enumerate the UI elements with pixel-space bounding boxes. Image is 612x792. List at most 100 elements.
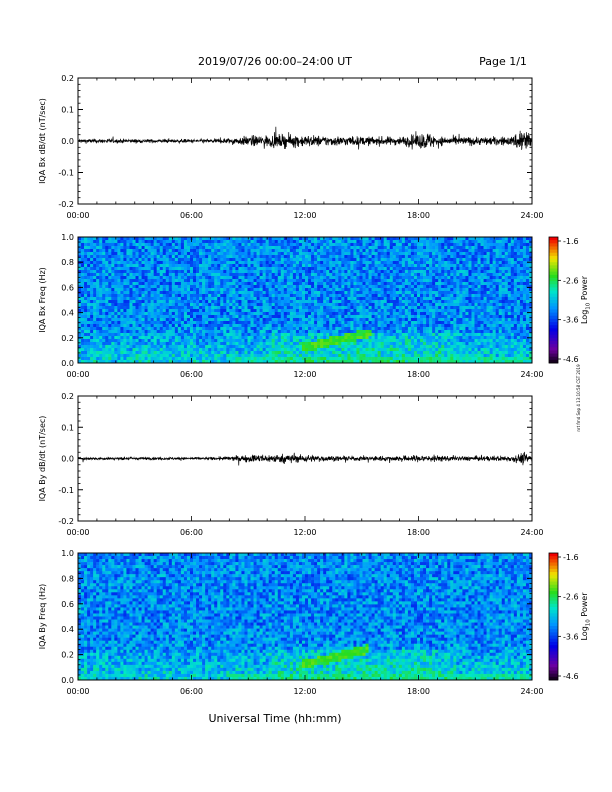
heatmap-cell <box>347 258 351 262</box>
heatmap-cell <box>259 246 263 250</box>
heatmap-cell <box>232 303 236 307</box>
heatmap-cell <box>271 306 276 310</box>
heatmap-cell <box>501 324 506 328</box>
heatmap-cell <box>432 306 436 310</box>
heatmap-cell <box>114 297 118 301</box>
heatmap-cell <box>462 261 466 265</box>
heatmap-cell <box>456 321 460 325</box>
heatmap-cell <box>374 312 378 316</box>
heatmap-cell <box>323 264 327 268</box>
heatmap-cell <box>308 297 312 301</box>
heatmap-cell <box>344 330 348 334</box>
heatmap-cell <box>217 291 221 295</box>
heatmap-cell <box>341 306 345 310</box>
heatmap-cell <box>350 264 354 268</box>
heatmap-cell <box>510 324 515 328</box>
heatmap-cell <box>238 237 242 241</box>
heatmap-cell <box>444 267 448 271</box>
heatmap-cell <box>105 249 109 253</box>
heatmap-cell <box>504 258 509 262</box>
heatmap-cell <box>450 264 454 268</box>
heatmap-cell <box>174 249 179 253</box>
heatmap-cell <box>528 285 533 289</box>
heatmap-cell <box>226 276 230 280</box>
heatmap-cell <box>435 249 439 253</box>
heatmap-cell <box>371 306 375 310</box>
heatmap-cell <box>420 267 424 271</box>
heatmap-cell <box>129 240 133 244</box>
heatmap-cell <box>286 318 291 322</box>
heatmap-cell <box>456 312 460 316</box>
heatmap-cell <box>528 270 533 274</box>
heatmap-cell <box>459 261 463 265</box>
heatmap-cell <box>519 285 524 289</box>
heatmap-cell <box>274 237 279 241</box>
heatmap-cell <box>208 267 212 271</box>
heatmap-cell <box>374 303 378 307</box>
heatmap-cell <box>295 279 300 283</box>
heatmap-cell <box>311 330 315 334</box>
heatmap-cell <box>244 309 248 313</box>
heatmap-cell <box>262 288 266 292</box>
heatmap-cell <box>480 288 484 292</box>
heatmap-cell <box>159 297 164 301</box>
heatmap-cell <box>171 318 176 322</box>
heatmap-cell <box>256 288 260 292</box>
heatmap-cell <box>87 288 91 292</box>
heatmap-cell <box>202 276 206 280</box>
heatmap-cell <box>329 294 333 298</box>
heatmap-cell <box>498 315 503 319</box>
heatmap-cell <box>347 249 351 253</box>
heatmap-cell <box>410 297 415 301</box>
heatmap-cell <box>444 324 448 328</box>
heatmap-cell <box>438 252 442 256</box>
heatmap-cell <box>132 333 136 337</box>
heatmap-cell <box>283 297 288 301</box>
heatmap-cell <box>162 279 167 283</box>
heatmap-cell <box>519 273 524 277</box>
heatmap-cell <box>277 309 282 313</box>
heatmap-cell <box>84 237 88 241</box>
heatmap-cell <box>444 261 448 265</box>
page-indicator: Page 1/1 <box>479 55 527 68</box>
heatmap-cell <box>177 324 182 328</box>
heatmap-cell <box>462 264 466 268</box>
heatmap-cell <box>90 294 94 298</box>
heatmap-cell <box>516 276 521 280</box>
heatmap-cell <box>247 264 251 268</box>
heatmap-cell <box>332 321 336 325</box>
heatmap-cell <box>90 252 94 256</box>
heatmap-cell <box>90 276 94 280</box>
heatmap-cell <box>453 243 457 247</box>
heatmap-cell <box>356 315 360 319</box>
heatmap-cell <box>238 279 242 283</box>
heatmap-cell <box>180 333 185 337</box>
heatmap-cell <box>183 258 188 262</box>
heatmap-cell <box>295 321 300 325</box>
heatmap-cell <box>477 264 481 268</box>
heatmap-cell <box>250 327 254 331</box>
heatmap-cell <box>256 246 260 250</box>
heatmap-cell <box>132 318 136 322</box>
heatmap-cell <box>386 243 391 247</box>
heatmap-cell <box>186 240 191 244</box>
heatmap-cell <box>401 276 406 280</box>
heatmap-cell <box>395 303 400 307</box>
heatmap-cell <box>268 309 273 313</box>
heatmap-cell <box>102 300 106 304</box>
heatmap-cell <box>462 324 466 328</box>
heatmap-cell <box>410 321 415 325</box>
heatmap-cell <box>335 255 339 259</box>
heatmap-cell <box>338 309 342 313</box>
heatmap-cell <box>459 273 463 277</box>
heatmap-cell <box>226 327 230 331</box>
heatmap-cell <box>292 303 297 307</box>
heatmap-cell <box>223 312 227 316</box>
heatmap-cell <box>84 252 88 256</box>
heatmap-cell <box>114 294 118 298</box>
heatmap-cell <box>510 249 515 253</box>
heatmap-cell <box>305 276 309 280</box>
heatmap-cell <box>522 243 527 247</box>
heatmap-cell <box>416 243 421 247</box>
heatmap-cell <box>171 300 176 304</box>
